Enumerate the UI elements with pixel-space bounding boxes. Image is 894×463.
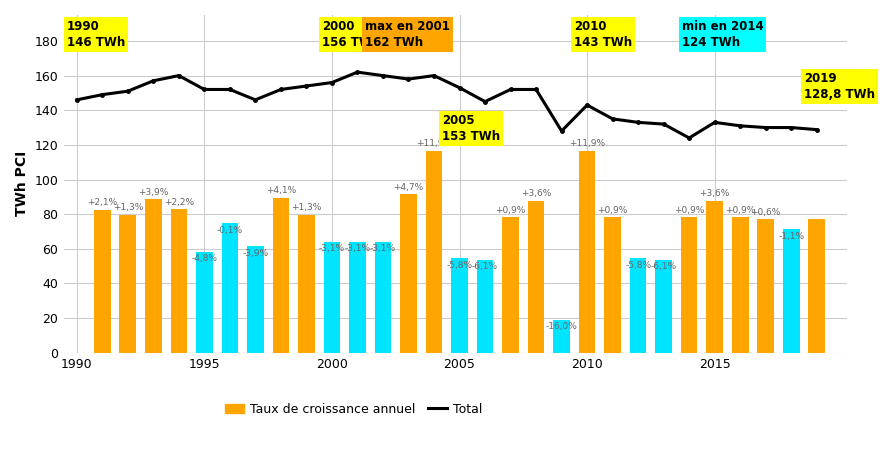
Bar (731, 217, 747, 353)
Bar (349, 242, 366, 353)
Bar (705, 201, 722, 353)
Bar (324, 242, 340, 353)
Text: 2005
153 TWh: 2005 153 TWh (441, 114, 499, 143)
Bar (807, 219, 824, 353)
Bar (756, 219, 773, 353)
Text: 2010
143 TWh: 2010 143 TWh (574, 20, 632, 49)
Bar (298, 215, 315, 353)
Text: +4,1%: +4,1% (266, 186, 296, 195)
Bar (120, 215, 136, 353)
Bar (527, 201, 544, 353)
Text: 2000
156 TWh: 2000 156 TWh (321, 20, 380, 49)
Text: -4,8%: -4,8% (191, 255, 217, 263)
Bar (222, 224, 238, 353)
Text: 2019
128,8 TWh: 2019 128,8 TWh (803, 72, 874, 101)
Bar (629, 258, 645, 353)
Bar (654, 260, 671, 353)
Text: min en 2014
124 TWh: min en 2014 124 TWh (680, 20, 763, 49)
Text: -16,0%: -16,0% (545, 322, 577, 332)
Bar (502, 217, 519, 353)
Bar (196, 252, 213, 353)
Text: +3,9%: +3,9% (138, 188, 168, 197)
Bar (451, 258, 468, 353)
Text: -5,8%: -5,8% (446, 261, 472, 269)
Bar (477, 260, 493, 353)
Y-axis label: TWh PCI: TWh PCI (15, 151, 29, 217)
Bar (552, 320, 569, 353)
Bar (426, 150, 442, 353)
Text: +2,1%: +2,1% (87, 199, 117, 207)
Text: -3,1%: -3,1% (318, 244, 344, 253)
Text: -3,1%: -3,1% (344, 244, 370, 253)
Text: +0,9%: +0,9% (494, 206, 525, 215)
Text: +3,6%: +3,6% (520, 189, 551, 198)
Legend: Taux de croissance annuel, Total: Taux de croissance annuel, Total (220, 398, 487, 421)
Bar (247, 246, 264, 353)
Text: -6,1%: -6,1% (650, 263, 676, 271)
Text: -0,1%: -0,1% (216, 226, 242, 235)
Text: +4,7%: +4,7% (393, 183, 423, 192)
Text: +1,3%: +1,3% (113, 203, 143, 213)
Bar (680, 217, 696, 353)
Text: +0,9%: +0,9% (724, 206, 755, 215)
Text: +2,2%: +2,2% (164, 198, 194, 207)
Bar (603, 217, 620, 353)
Text: +11,9%: +11,9% (416, 139, 451, 148)
Text: +0,9%: +0,9% (673, 206, 704, 215)
Text: +3,6%: +3,6% (699, 189, 730, 198)
Bar (273, 198, 289, 353)
Text: +1,3%: +1,3% (291, 203, 321, 213)
Bar (171, 209, 187, 353)
Text: 1990
146 TWh: 1990 146 TWh (66, 20, 124, 49)
Bar (145, 199, 162, 353)
Text: -1,1%: -1,1% (778, 232, 804, 241)
Bar (400, 194, 417, 353)
Bar (782, 230, 798, 353)
Text: -5,8%: -5,8% (624, 261, 651, 269)
Text: -6,1%: -6,1% (471, 263, 498, 271)
Text: +0,6%: +0,6% (750, 207, 780, 217)
Bar (375, 242, 391, 353)
Text: max en 2001
162 TWh: max en 2001 162 TWh (365, 20, 450, 49)
Text: +0,9%: +0,9% (597, 206, 627, 215)
Text: -3,9%: -3,9% (242, 249, 268, 258)
Bar (94, 210, 111, 353)
Text: -3,1%: -3,1% (369, 244, 395, 253)
Bar (578, 150, 595, 353)
Text: +11,9%: +11,9% (569, 139, 604, 148)
